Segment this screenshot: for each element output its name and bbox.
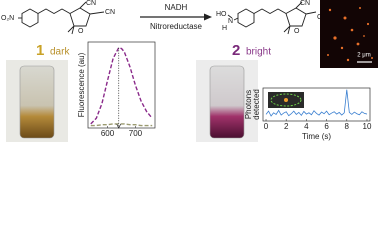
series-line bbox=[90, 123, 153, 127]
chem-label: O bbox=[294, 28, 300, 35]
peak-arrow bbox=[116, 123, 122, 129]
arrow-head bbox=[204, 13, 212, 21]
plot-frame bbox=[87, 41, 156, 129]
x-axis-label: Time (s) bbox=[302, 132, 331, 141]
x-tick-label: 700 bbox=[129, 129, 143, 138]
x-tick-label: 600 bbox=[101, 129, 115, 138]
molecule-2 bbox=[227, 1, 317, 35]
x-tick-label: 0 bbox=[264, 122, 269, 131]
reagent: Nitroreductase bbox=[150, 22, 203, 31]
plot-frame bbox=[262, 87, 371, 122]
y-axis-label: Photons bbox=[244, 90, 253, 119]
x-tick-label: 10 bbox=[363, 122, 372, 131]
state-label: dark bbox=[50, 47, 70, 58]
series-line bbox=[265, 89, 368, 117]
chem-label: CN bbox=[86, 0, 96, 7]
chem-label: CN bbox=[300, 0, 310, 7]
compound-number: 2 bbox=[232, 42, 240, 59]
chem-label: O₂N bbox=[1, 15, 14, 22]
series-line bbox=[90, 46, 153, 125]
molecule-1 bbox=[18, 1, 105, 35]
chem-label: HO bbox=[216, 11, 227, 18]
x-tick-label: 2 bbox=[284, 122, 289, 131]
micrograph bbox=[320, 0, 378, 68]
micrograph-spots bbox=[327, 7, 373, 62]
state-label: bright bbox=[246, 47, 271, 58]
compound-number: 1 bbox=[36, 42, 44, 59]
x-tick-label: 6 bbox=[324, 122, 329, 131]
chem-label: CN bbox=[105, 9, 115, 16]
inset-highlight bbox=[270, 93, 302, 107]
x-tick-label: 8 bbox=[345, 122, 350, 131]
chem-label: N bbox=[228, 18, 233, 25]
scale-label: 2 μm bbox=[357, 53, 370, 59]
inset-spot bbox=[284, 98, 288, 102]
y-axis-label: Fluorescence (au) bbox=[77, 52, 86, 117]
vial bbox=[209, 65, 245, 139]
vial bbox=[19, 65, 55, 139]
chem-label: O bbox=[78, 28, 84, 35]
reagent: NADH bbox=[165, 3, 188, 12]
y-axis-label: detected bbox=[252, 89, 261, 120]
chem-label: H bbox=[222, 25, 227, 32]
x-tick-label: 4 bbox=[304, 122, 309, 131]
graphical-abstract: O₂N CN CN O 1 dark NADH Nitroreductase H… bbox=[1, 0, 378, 142]
